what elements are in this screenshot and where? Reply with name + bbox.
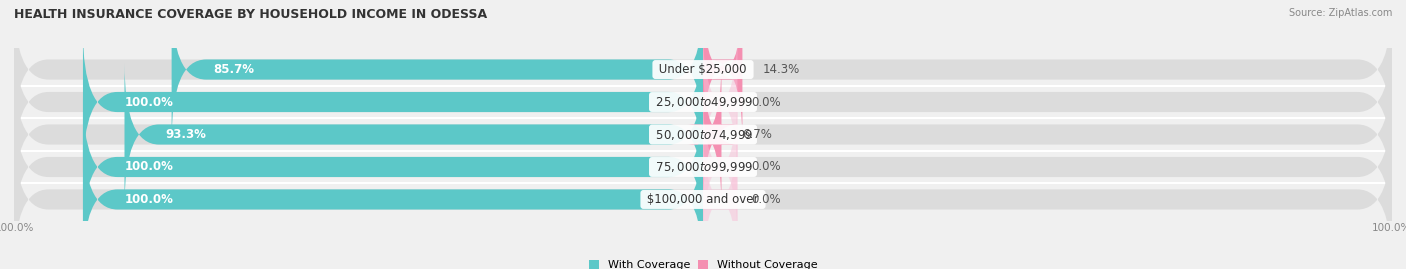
Text: 6.7%: 6.7% <box>742 128 772 141</box>
Text: 85.7%: 85.7% <box>212 63 254 76</box>
Text: 100.0%: 100.0% <box>124 161 173 174</box>
FancyBboxPatch shape <box>172 0 703 141</box>
Text: 14.3%: 14.3% <box>763 63 800 76</box>
FancyBboxPatch shape <box>703 31 738 173</box>
Text: HEALTH INSURANCE COVERAGE BY HOUSEHOLD INCOME IN ODESSA: HEALTH INSURANCE COVERAGE BY HOUSEHOLD I… <box>14 8 488 21</box>
FancyBboxPatch shape <box>83 96 703 238</box>
Text: $25,000 to $49,999: $25,000 to $49,999 <box>652 95 754 109</box>
FancyBboxPatch shape <box>14 31 1392 173</box>
Text: Source: ZipAtlas.com: Source: ZipAtlas.com <box>1288 8 1392 18</box>
FancyBboxPatch shape <box>125 63 703 206</box>
FancyBboxPatch shape <box>83 128 703 269</box>
Text: 100.0%: 100.0% <box>124 95 173 108</box>
Text: 0.0%: 0.0% <box>751 161 780 174</box>
Text: $75,000 to $99,999: $75,000 to $99,999 <box>652 160 754 174</box>
FancyBboxPatch shape <box>703 128 738 269</box>
FancyBboxPatch shape <box>688 63 738 206</box>
FancyBboxPatch shape <box>14 0 1392 141</box>
FancyBboxPatch shape <box>14 128 1392 269</box>
FancyBboxPatch shape <box>83 31 703 173</box>
FancyBboxPatch shape <box>14 63 1392 206</box>
FancyBboxPatch shape <box>703 0 742 141</box>
Text: Under $25,000: Under $25,000 <box>655 63 751 76</box>
Text: 0.0%: 0.0% <box>751 95 780 108</box>
FancyBboxPatch shape <box>14 96 1392 238</box>
FancyBboxPatch shape <box>703 96 738 238</box>
Text: $100,000 and over: $100,000 and over <box>644 193 762 206</box>
Text: 100.0%: 100.0% <box>124 193 173 206</box>
Text: 93.3%: 93.3% <box>166 128 207 141</box>
Text: 0.0%: 0.0% <box>751 193 780 206</box>
Legend: With Coverage, Without Coverage: With Coverage, Without Coverage <box>589 260 817 269</box>
Text: $50,000 to $74,999: $50,000 to $74,999 <box>652 128 754 141</box>
